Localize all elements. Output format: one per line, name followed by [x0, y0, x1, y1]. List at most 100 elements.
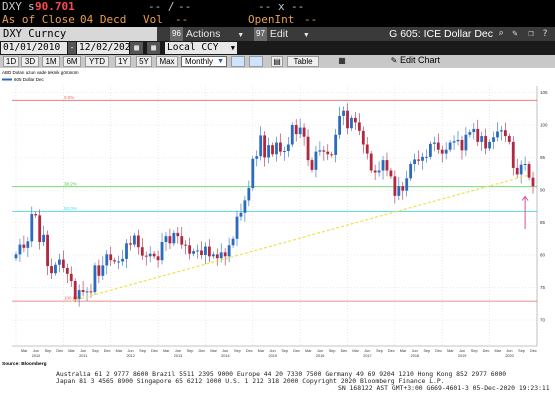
candle-body — [377, 170, 381, 173]
caret-down-icon: ▼ — [302, 32, 310, 39]
candle-body — [527, 164, 531, 178]
x-tick-label: Jun — [506, 349, 512, 353]
candle-body — [369, 153, 373, 171]
x-tick-label: Dec — [104, 349, 111, 353]
candle-body — [211, 254, 215, 257]
change-placeholder: -- / — [148, 0, 175, 13]
period-5y[interactable]: 5Y — [136, 56, 152, 67]
edit-icon[interactable]: ✎ — [512, 29, 518, 39]
source-label: Source: Bloomberg — [2, 361, 47, 367]
vol-value: -- — [175, 13, 189, 26]
candle-body — [401, 186, 405, 191]
y-tick-label: 85 — [540, 220, 546, 225]
x-tick-label: Jun — [127, 349, 133, 353]
price-chart[interactable]: 0.0% 38.2% 50.0% 100.0% 70 75 80 85 90 95 100 105 … — [0, 68, 555, 368]
candle-body — [425, 156, 428, 158]
candle-body — [54, 264, 57, 274]
period-6m[interactable]: 6M — [63, 56, 81, 67]
close-date: 04 Decd — [80, 13, 127, 26]
x-tick-label: Jun — [270, 349, 276, 353]
help-icon[interactable]: ? — [542, 29, 548, 39]
candle-body — [361, 130, 365, 145]
actions-label: Actions — [185, 28, 221, 40]
period-max[interactable]: Max — [156, 56, 178, 67]
year-label: 2019 — [458, 354, 466, 358]
legend-label: 605 Dollar Dec — [14, 77, 45, 82]
year-label: 2014 — [221, 354, 229, 358]
x-tick-label: Mar — [447, 349, 454, 353]
edit-number: 97 — [254, 27, 267, 41]
period-3d[interactable]: 3D — [21, 56, 39, 67]
period-1d[interactable]: 1D — [3, 56, 19, 67]
table-icon[interactable]: ▤ — [271, 56, 283, 67]
search-icon[interactable]: ⌕ — [498, 29, 504, 39]
candle-body — [34, 214, 38, 216]
candle-body — [432, 142, 436, 144]
candle-body — [385, 160, 389, 171]
calendar-icon[interactable]: ▦ — [130, 42, 143, 54]
copy-icon[interactable]: ❐ — [528, 29, 534, 39]
fib-label: 38.2% — [64, 181, 77, 186]
period-ytd[interactable]: YTD — [85, 56, 109, 67]
x-tick-label: Dec — [341, 349, 348, 353]
x-tick-label: Jun — [317, 349, 323, 353]
start-date-field[interactable]: 01/01/2010 — [1, 42, 67, 54]
candle-body — [480, 136, 484, 142]
x-tick-label: Jun — [222, 349, 228, 353]
candle-body — [140, 247, 144, 256]
grid-icon[interactable]: ▦ — [338, 56, 346, 65]
x-tick-label: Dec — [198, 349, 205, 353]
candle-body — [227, 245, 231, 257]
candle-body — [472, 128, 476, 133]
period-1m[interactable]: 1M — [42, 56, 60, 67]
pencil-icon[interactable]: ✎ — [390, 56, 398, 65]
candle-body — [306, 136, 310, 161]
candle-body — [456, 139, 460, 142]
footer: Australia 61 2 9777 8600 Brazil 5511 239… — [0, 368, 555, 400]
candle-body — [444, 149, 448, 154]
fib-label: 100.0% — [64, 296, 79, 301]
table-button[interactable]: Table — [287, 56, 319, 67]
frequency-select[interactable]: Monthly ▼ — [181, 56, 227, 67]
trendline — [71, 174, 530, 302]
candle-body — [350, 117, 353, 129]
function-toolbar: DXY Curncy 96 Actions ▼ 97 Edit ▼ G 605: I… — [0, 27, 555, 41]
overlay-toggle[interactable] — [249, 56, 263, 67]
calendar-icon[interactable]: ▦ — [147, 42, 160, 54]
y-tick-label: 70 — [540, 318, 546, 323]
x-tick-label: Mar — [400, 349, 407, 353]
period-1y[interactable]: 1Y — [115, 56, 131, 67]
candle-body — [507, 136, 511, 142]
caret-down-icon: ▼ — [217, 58, 224, 65]
quote-line: DXY s 90.701 -- / -- -- x -- — [0, 0, 555, 13]
fib-label: 0.0% — [64, 95, 74, 100]
actions-menu[interactable]: 96 Actions ▼ — [170, 27, 244, 41]
candle-body — [464, 134, 468, 151]
range-placeholder-right: -- — [291, 0, 305, 13]
x-tick-label: Jun — [175, 349, 181, 353]
year-label: 2018 — [411, 354, 419, 358]
security-field[interactable]: DXY Curncy — [0, 27, 157, 41]
currency-select[interactable]: Local CCY ▼ — [165, 42, 237, 54]
candle-body — [26, 241, 30, 248]
candle-body — [58, 259, 61, 265]
x-tick-label: Jun — [412, 349, 418, 353]
end-date-field[interactable]: 12/02/2020 — [77, 42, 137, 54]
candle-body — [279, 142, 282, 152]
date-range-bar: 01/01/2010 - 12/02/2020 ▦ ▦ Local CCY ▼ — [0, 41, 555, 55]
candle-body — [50, 266, 53, 274]
candle-body — [496, 131, 499, 138]
candle-body — [503, 130, 507, 137]
candle-body — [207, 246, 211, 257]
x-tick-label: Sep — [518, 349, 525, 353]
candle-body — [436, 142, 440, 150]
range-x: x — [278, 0, 285, 13]
compare-toggle[interactable] — [231, 56, 245, 67]
candle-body — [188, 245, 192, 254]
candle-body — [511, 141, 515, 168]
edit-menu[interactable]: 97 Edit ▼ — [254, 27, 310, 41]
candle-body — [105, 254, 109, 266]
candle-body — [476, 128, 480, 142]
y-tick-label: 90 — [540, 188, 546, 193]
edit-chart-button[interactable]: Edit Chart — [400, 55, 441, 65]
